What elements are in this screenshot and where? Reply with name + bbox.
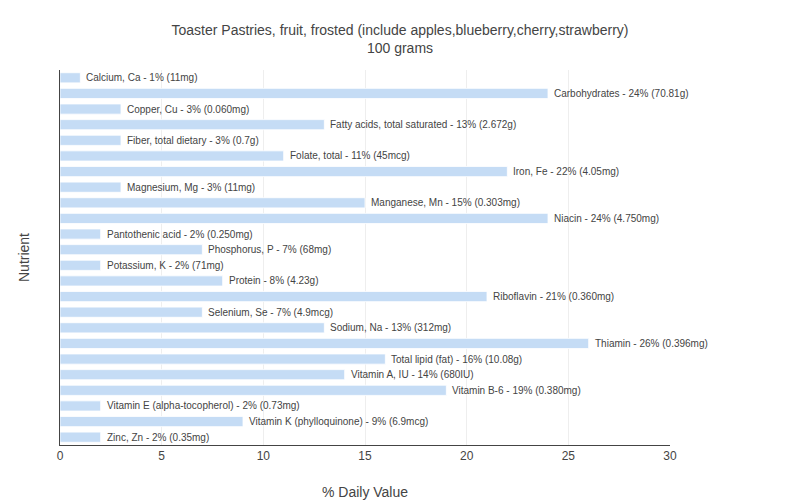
svg-text:Pantothenic acid - 2% (0.250mg: Pantothenic acid - 2% (0.250mg) bbox=[107, 229, 253, 240]
svg-text:Sodium, Na - 13% (312mg): Sodium, Na - 13% (312mg) bbox=[330, 322, 451, 333]
svg-text:Riboflavin - 21% (0.360mg): Riboflavin - 21% (0.360mg) bbox=[493, 291, 614, 302]
svg-text:Toaster Pastries, fruit, frost: Toaster Pastries, fruit, frosted (includ… bbox=[172, 22, 629, 56]
svg-text:Niacin - 24% (4.750mg): Niacin - 24% (4.750mg) bbox=[554, 213, 659, 224]
svg-text:Copper, Cu - 3% (0.060mg): Copper, Cu - 3% (0.060mg) bbox=[127, 104, 249, 115]
svg-text:Nutrient: Nutrient bbox=[16, 233, 32, 282]
svg-text:25: 25 bbox=[562, 449, 576, 463]
svg-text:Vitamin K (phylloquinone) - 9%: Vitamin K (phylloquinone) - 9% (6.9mcg) bbox=[249, 416, 428, 427]
svg-text:Iron, Fe - 22% (4.05mg): Iron, Fe - 22% (4.05mg) bbox=[513, 166, 619, 177]
svg-text:Vitamin B-6 - 19% (0.380mg): Vitamin B-6 - 19% (0.380mg) bbox=[452, 385, 581, 396]
svg-text:Magnesium, Mg - 3% (11mg): Magnesium, Mg - 3% (11mg) bbox=[127, 182, 255, 193]
svg-text:Carbohydrates - 24% (70.81g): Carbohydrates - 24% (70.81g) bbox=[554, 88, 689, 99]
svg-text:Fiber, total dietary - 3% (0.7: Fiber, total dietary - 3% (0.7g) bbox=[127, 135, 259, 146]
svg-text:Vitamin E (alpha-tocopherol) -: Vitamin E (alpha-tocopherol) - 2% (0.73m… bbox=[107, 400, 300, 411]
svg-text:Calcium, Ca - 1% (11mg): Calcium, Ca - 1% (11mg) bbox=[86, 72, 198, 83]
svg-text:Folate, total - 11% (45mcg): Folate, total - 11% (45mcg) bbox=[290, 150, 410, 161]
svg-text:Thiamin - 26% (0.396mg): Thiamin - 26% (0.396mg) bbox=[595, 338, 708, 349]
svg-text:Total lipid (fat) - 16% (10.08: Total lipid (fat) - 16% (10.08g) bbox=[391, 354, 522, 365]
svg-text:30: 30 bbox=[663, 449, 677, 463]
svg-text:10: 10 bbox=[257, 449, 271, 463]
svg-text:5: 5 bbox=[158, 449, 165, 463]
svg-text:15: 15 bbox=[358, 449, 372, 463]
svg-text:0: 0 bbox=[57, 449, 64, 463]
svg-text:Protein - 8% (4.23g): Protein - 8% (4.23g) bbox=[229, 275, 319, 286]
svg-text:% Daily Value: % Daily Value bbox=[322, 484, 408, 500]
svg-text:Fatty acids, total saturated -: Fatty acids, total saturated - 13% (2.67… bbox=[330, 119, 516, 130]
svg-text:Phosphorus, P - 7% (68mg): Phosphorus, P - 7% (68mg) bbox=[208, 244, 331, 255]
svg-text:Manganese, Mn - 15% (0.303mg): Manganese, Mn - 15% (0.303mg) bbox=[371, 197, 520, 208]
svg-text:Potassium, K - 2% (71mg): Potassium, K - 2% (71mg) bbox=[107, 260, 224, 271]
svg-text:20: 20 bbox=[460, 449, 474, 463]
svg-text:Vitamin A, IU - 14% (680IU): Vitamin A, IU - 14% (680IU) bbox=[351, 369, 474, 380]
svg-text:Selenium, Se - 7% (4.9mcg): Selenium, Se - 7% (4.9mcg) bbox=[208, 307, 333, 318]
svg-text:Zinc, Zn - 2% (0.35mg): Zinc, Zn - 2% (0.35mg) bbox=[107, 432, 209, 443]
